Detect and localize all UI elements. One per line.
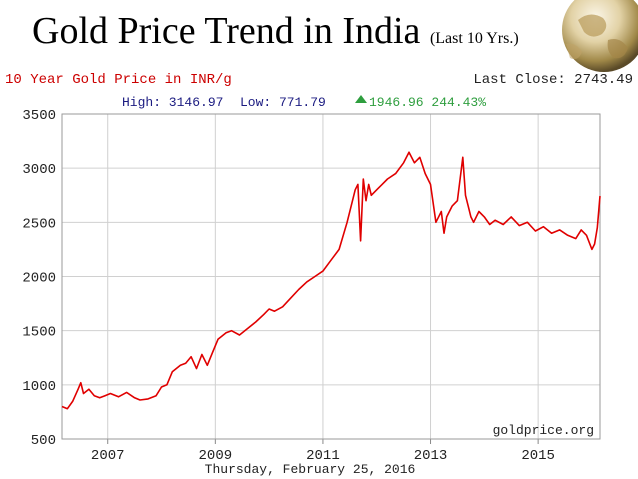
high-label: High: 3146.97	[122, 95, 223, 110]
y-tick-label: 2500	[22, 216, 56, 232]
x-tick-label: 2011	[306, 448, 340, 464]
x-tick-labels: 2007 2009 2011 2013 2015	[91, 439, 555, 464]
chart-canvas: 500 1000 1500 2000 2500 3000 3500 2007 2009 2011…	[5, 72, 633, 477]
y-tick-label: 1500	[22, 325, 56, 341]
slide-subtitle: (Last 10 Yrs.)	[429, 30, 519, 47]
chart-title: 10 Year Gold Price in INR/g	[5, 72, 232, 88]
x-tick-label: 2015	[521, 448, 555, 464]
change-label: 1946.96 244.43%	[369, 95, 486, 110]
y-tick-label: 2000	[22, 271, 56, 287]
y-tick-labels: 500 1000 1500 2000 2500 3000 3500	[22, 108, 56, 449]
x-tick-label: 2009	[199, 448, 233, 464]
gold-price-chart: 500 1000 1500 2000 2500 3000 3500 2007 2009 2011…	[0, 68, 638, 479]
x-tick-label: 2013	[414, 448, 448, 464]
series-line-gold-price	[61, 151, 601, 410]
plot-border	[61, 113, 601, 440]
y-tick-label: 3500	[22, 108, 56, 124]
globe-icon	[562, 0, 638, 72]
y-tick-label: 3000	[22, 162, 56, 178]
grid-layer	[62, 113, 600, 440]
y-tick-label: 500	[31, 433, 56, 449]
y-tick-label: 1000	[22, 379, 56, 395]
x-tick-label: 2007	[91, 448, 125, 464]
up-triangle-icon	[355, 95, 367, 103]
x-axis-date-label: Thursday, February 25, 2016	[205, 462, 416, 477]
low-label: Low: 771.79	[240, 95, 326, 110]
slide-title-text: Gold Price Trend in India	[32, 10, 421, 52]
last-close-label: Last Close: 2743.49	[473, 72, 633, 88]
watermark-goldprice: goldprice.org	[493, 423, 594, 438]
slide-title: Gold Price Trend in India (Last 10 Yrs.)	[32, 8, 519, 62]
